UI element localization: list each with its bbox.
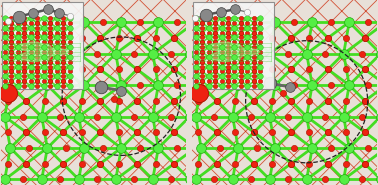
Polygon shape — [209, 42, 259, 62]
Polygon shape — [18, 42, 68, 62]
Bar — [193, 2, 274, 89]
Bar — [2, 2, 84, 89]
